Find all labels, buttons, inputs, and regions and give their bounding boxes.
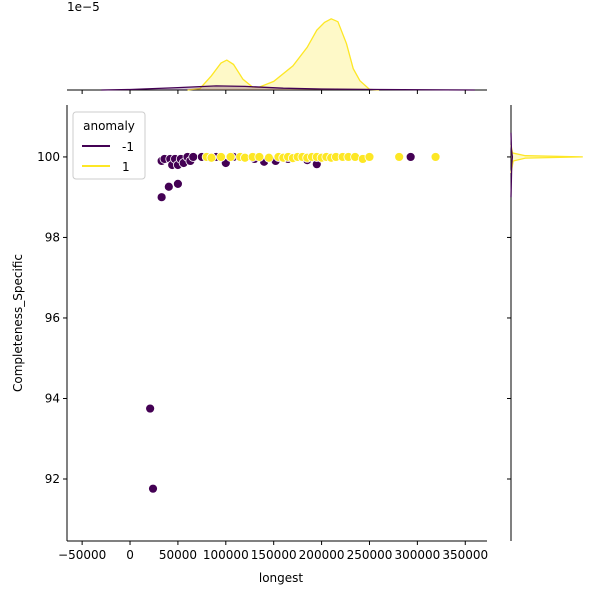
scatter-points [145, 152, 441, 494]
legend: anomaly -1 1 [72, 111, 146, 180]
y-tick-label: 92 [45, 472, 60, 486]
x-tick-label: 100000 [203, 548, 249, 562]
x-tick-label: −50000 [58, 548, 106, 562]
marginal-x-kde [67, 18, 487, 91]
y-tick-label: 100 [37, 150, 60, 164]
scatter-point-1 [225, 152, 236, 162]
x-tick-label: 50000 [159, 548, 197, 562]
kde-line-1 [510, 144, 583, 174]
scatter-point-1 [254, 152, 265, 162]
kde-fill-1 [187, 18, 380, 90]
x-tick-label: 350000 [442, 548, 488, 562]
scatter-point-neg1 [188, 152, 199, 162]
y-tick-label: 94 [45, 391, 60, 405]
x-tick-label: 300000 [394, 548, 440, 562]
scatter-point-neg1 [148, 483, 158, 494]
offset-label: 1e−5 [67, 0, 100, 14]
y-tick-label: 98 [45, 230, 60, 244]
legend-entry-1: 1 [122, 160, 130, 174]
scatter-point-1 [430, 152, 441, 162]
scatter-point-1 [364, 152, 375, 162]
x-axis-label: longest [259, 571, 304, 585]
kde-line-neg1 [101, 85, 475, 91]
scatter-point-1 [394, 152, 405, 162]
scatter-point-neg1 [173, 179, 183, 189]
main-axes: −50000 0 50000 100000 150000 200000 250000 3000… [37, 90, 511, 562]
scatter-point-1 [206, 152, 217, 163]
scatter-point-neg1 [145, 403, 156, 414]
legend-entry-neg1: -1 [122, 140, 134, 154]
marginal-y-kde [510, 105, 583, 541]
scatter-point-neg1 [156, 192, 167, 203]
x-tick-label: 200000 [299, 548, 345, 562]
y-tick-label: 96 [45, 311, 60, 325]
x-tick-label: 250000 [347, 548, 393, 562]
x-tick-label: 150000 [251, 548, 297, 562]
scatter-point-1 [216, 152, 226, 162]
y-axis-label: Completeness_Specific [11, 254, 25, 392]
scatter-point-1 [264, 152, 274, 163]
kde-line-neg1 [510, 132, 514, 198]
scatter-point-neg1 [405, 152, 416, 162]
kde-line-1 [187, 18, 380, 91]
x-tick-label: 0 [126, 548, 134, 562]
legend-title: anomaly [83, 119, 135, 133]
scatter-point-neg1 [163, 181, 174, 192]
